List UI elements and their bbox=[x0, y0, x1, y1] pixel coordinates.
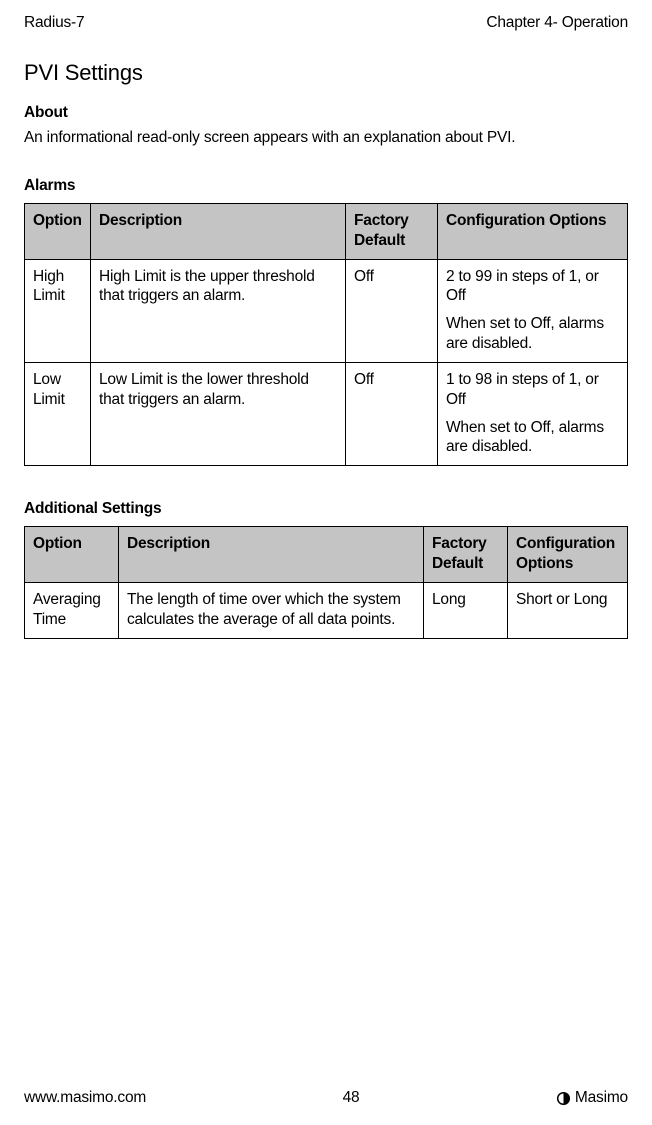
about-text: An informational read-only screen appear… bbox=[24, 128, 628, 149]
cell-option: High Limit bbox=[25, 259, 91, 362]
cell-description: Low Limit is the lower threshold that tr… bbox=[91, 362, 346, 465]
col-factory-default: Factory Default bbox=[346, 203, 438, 259]
footer-brand-text: Masimo bbox=[575, 1089, 628, 1107]
running-header: Radius-7 Chapter 4- Operation bbox=[24, 14, 628, 32]
about-heading: About bbox=[24, 104, 628, 122]
cell-factory-default: Long bbox=[424, 582, 508, 638]
config-line: 2 to 99 in steps of 1, or Off bbox=[446, 267, 619, 307]
config-line: When set to Off, alarms are disabled. bbox=[446, 314, 619, 354]
additional-table: Option Description Factory Default Confi… bbox=[24, 526, 628, 638]
col-option: Option bbox=[25, 203, 91, 259]
col-description: Description bbox=[91, 203, 346, 259]
header-left: Radius-7 bbox=[24, 14, 84, 32]
cell-description: High Limit is the upper threshold that t… bbox=[91, 259, 346, 362]
col-factory-default: Factory Default bbox=[424, 527, 508, 583]
alarms-heading: Alarms bbox=[24, 177, 628, 195]
cell-option: Low Limit bbox=[25, 362, 91, 465]
cell-factory-default: Off bbox=[346, 362, 438, 465]
table-header-row: Option Description Factory Default Confi… bbox=[25, 527, 628, 583]
additional-heading: Additional Settings bbox=[24, 500, 628, 518]
cell-description: The length of time over which the system… bbox=[119, 582, 424, 638]
cell-factory-default: Off bbox=[346, 259, 438, 362]
cell-config: Short or Long bbox=[508, 582, 628, 638]
table-row: Low Limit Low Limit is the lower thresho… bbox=[25, 362, 628, 465]
masimo-logo-icon bbox=[556, 1091, 571, 1106]
col-description: Description bbox=[119, 527, 424, 583]
alarms-table: Option Description Factory Default Confi… bbox=[24, 203, 628, 466]
footer-url: www.masimo.com bbox=[24, 1089, 146, 1107]
cell-config: 1 to 98 in steps of 1, or Off When set t… bbox=[438, 362, 628, 465]
page-number: 48 bbox=[343, 1089, 360, 1107]
header-right: Chapter 4- Operation bbox=[486, 14, 628, 32]
cell-option: Averaging Time bbox=[25, 582, 119, 638]
col-option: Option bbox=[25, 527, 119, 583]
table-header-row: Option Description Factory Default Confi… bbox=[25, 203, 628, 259]
table-row: High Limit High Limit is the upper thres… bbox=[25, 259, 628, 362]
config-line: 1 to 98 in steps of 1, or Off bbox=[446, 370, 619, 410]
col-config-options: Configuration Options bbox=[438, 203, 628, 259]
page-footer: www.masimo.com 48 Masimo bbox=[24, 1089, 628, 1107]
cell-config: 2 to 99 in steps of 1, or Off When set t… bbox=[438, 259, 628, 362]
col-config-options: Configuration Options bbox=[508, 527, 628, 583]
config-line: When set to Off, alarms are disabled. bbox=[446, 418, 619, 458]
table-row: Averaging Time The length of time over w… bbox=[25, 582, 628, 638]
section-title: PVI Settings bbox=[24, 60, 628, 86]
footer-brand: Masimo bbox=[556, 1089, 628, 1107]
